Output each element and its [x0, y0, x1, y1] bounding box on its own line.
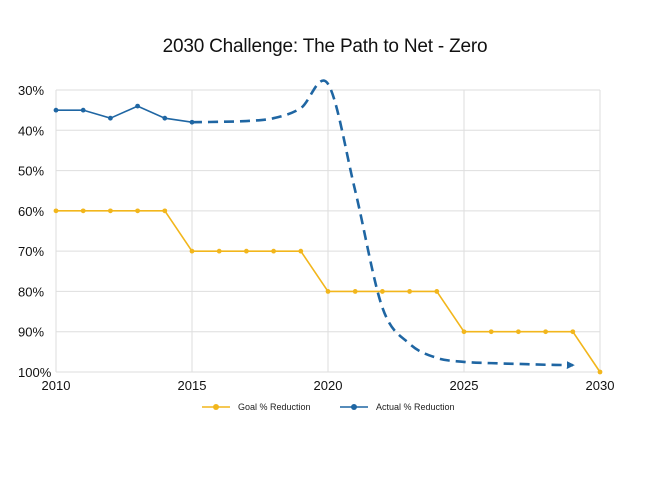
x-tick-label: 2020 — [314, 378, 343, 393]
data-point-goal — [80, 208, 86, 214]
data-point-goal — [135, 208, 141, 214]
series-projection-actual — [191, 79, 575, 370]
data-point-goal — [380, 289, 385, 294]
data-point-goal — [434, 289, 440, 294]
legend-swatch-goal — [202, 404, 230, 410]
x-tick-label: 2015 — [178, 378, 207, 393]
data-point-goal — [407, 289, 412, 294]
series-line-actual — [56, 105, 193, 124]
legend-item-goal: Goal % Reduction — [202, 402, 311, 412]
axis-tick-labels: 30% 40% 50% 60% 70% 80% 90% 100%2010 2015 2020 202… — [18, 83, 614, 393]
gridlines — [55, 89, 601, 373]
legend-label-actual: Actual % Reduction — [376, 402, 455, 412]
data-point-goal — [216, 248, 222, 254]
chart-title: 2030 Challenge: The Path to Net - Zero — [162, 36, 488, 57]
y-tick-label: 40% — [18, 123, 44, 138]
data-point-actual — [162, 115, 168, 121]
data-point-goal — [271, 248, 276, 254]
series-lines — [53, 79, 603, 375]
data-point-goal — [461, 329, 467, 335]
data-point-goal — [543, 329, 548, 335]
legend-label-goal: Goal % Reduction — [238, 402, 311, 412]
data-point-actual — [80, 107, 86, 113]
y-tick-label: 60% — [18, 204, 44, 219]
data-point-goal — [298, 248, 304, 254]
data-point-goal — [488, 329, 494, 335]
x-tick-label: 2030 — [586, 378, 615, 393]
legend-swatch-actual — [340, 404, 368, 410]
data-point-goal — [189, 248, 195, 254]
data-point-goal — [162, 208, 168, 214]
data-point-goal — [325, 289, 331, 294]
legend-item-actual: Actual % Reduction — [340, 402, 455, 412]
y-tick-label: 90% — [18, 325, 44, 340]
x-tick-label: 2025 — [450, 378, 479, 393]
data-point-goal — [597, 369, 603, 375]
data-point-goal — [244, 248, 249, 254]
data-point-goal — [516, 329, 521, 335]
y-tick-label: 80% — [18, 284, 44, 299]
data-point-actual — [135, 103, 141, 109]
legend: Goal % Reduction Actual % Reduction — [0, 402, 650, 416]
x-tick-label: 2010 — [42, 378, 71, 393]
data-point-actual — [108, 115, 113, 121]
data-point-goal — [108, 208, 113, 214]
y-tick-label: 70% — [18, 244, 44, 259]
data-point-goal — [53, 208, 59, 214]
data-point-actual — [53, 107, 59, 113]
y-tick-label: 100% — [18, 365, 52, 380]
data-point-goal — [570, 329, 576, 335]
y-tick-label: 50% — [18, 164, 44, 179]
data-point-goal — [352, 289, 358, 294]
y-tick-label: 30% — [18, 83, 44, 98]
